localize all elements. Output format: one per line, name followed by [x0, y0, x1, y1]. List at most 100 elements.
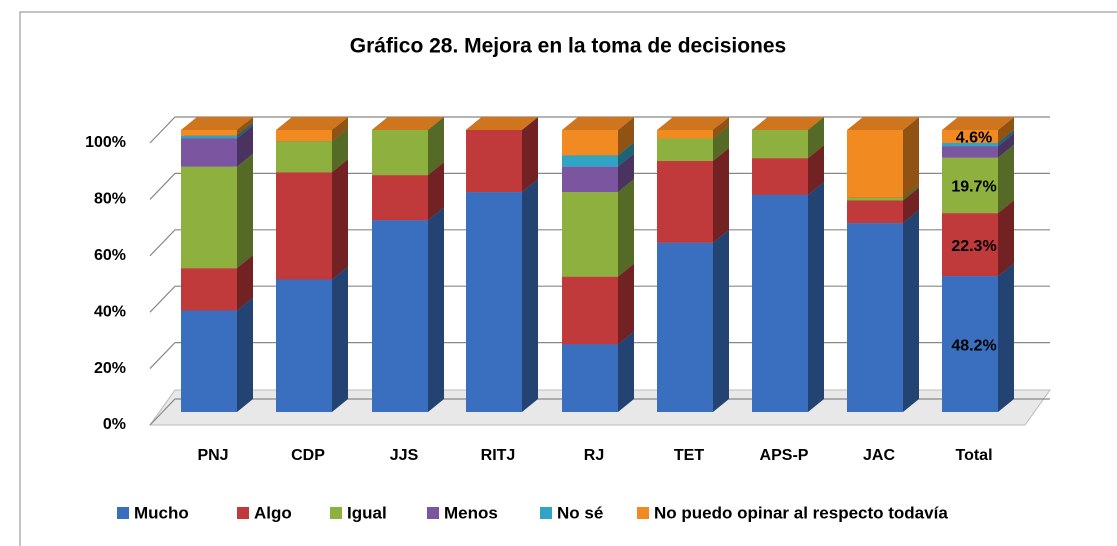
- x-tick-label: PNJ: [197, 447, 228, 464]
- bar: [752, 130, 808, 159]
- bar-side: [237, 153, 253, 269]
- legend-swatch: [330, 507, 342, 519]
- bar: [276, 130, 332, 142]
- bar-side: [618, 179, 634, 277]
- legend-swatch: [540, 507, 552, 519]
- y-tick-label: 80%: [94, 191, 126, 208]
- bar: [942, 142, 998, 147]
- y-tick-label: 0%: [103, 416, 126, 433]
- bar-side: [428, 207, 444, 412]
- y-tick-label: 20%: [94, 360, 126, 377]
- bar: [942, 130, 998, 143]
- bar-top: [562, 117, 634, 130]
- bar: [562, 130, 618, 156]
- bar: [181, 268, 237, 311]
- bar: [181, 138, 237, 167]
- bar-side: [618, 331, 634, 412]
- legend-label: No sé: [557, 503, 603, 522]
- y-tick-label: 60%: [94, 247, 126, 264]
- bar: [181, 135, 237, 139]
- bar-top: [657, 117, 729, 130]
- bar-top: [372, 117, 444, 130]
- bar-side: [618, 142, 634, 167]
- bar-side: [903, 210, 919, 412]
- bar: [181, 130, 237, 136]
- chart-title: Gráfico 28. Mejora en la toma de decisio…: [350, 35, 787, 58]
- bar: [847, 197, 903, 201]
- bar-side: [903, 117, 919, 198]
- x-tick-label: CDP: [291, 447, 325, 464]
- y-tick-label: 40%: [94, 303, 126, 320]
- bar: [372, 130, 428, 176]
- bar-side: [808, 181, 824, 412]
- bar: [276, 172, 332, 280]
- bar-side: [237, 117, 253, 136]
- x-tick-label: JAC: [863, 447, 895, 464]
- bar-top: [942, 117, 1014, 130]
- bar: [942, 276, 998, 412]
- bar-side: [237, 125, 253, 167]
- data-label: 19.7%: [951, 179, 996, 196]
- bar: [847, 223, 903, 412]
- x-tick-label: APS-P: [760, 447, 809, 464]
- data-label: 4.6%: [956, 130, 992, 147]
- x-tick-label: TET: [674, 447, 704, 464]
- bar-side: [808, 145, 824, 195]
- legend-swatch: [637, 507, 649, 519]
- legend-label: Igual: [347, 503, 387, 522]
- bar-side: [903, 187, 919, 224]
- legend-swatch: [117, 507, 129, 519]
- legend-label: Mucho: [134, 503, 189, 522]
- bar-side: [237, 297, 253, 412]
- bar: [752, 158, 808, 195]
- bar-top: [752, 117, 824, 130]
- bar: [942, 146, 998, 158]
- bar-side: [998, 263, 1014, 412]
- chart-border: [19, 11, 1117, 546]
- bar-side: [522, 117, 538, 193]
- bar: [847, 200, 903, 224]
- bar-side: [998, 129, 1014, 147]
- bar-side: [618, 153, 634, 193]
- bar-top: [847, 117, 919, 130]
- x-tick-label: JJS: [390, 447, 419, 464]
- bar: [657, 130, 713, 139]
- legend-swatch: [427, 507, 439, 519]
- bar-top: [466, 117, 538, 130]
- bar: [562, 192, 618, 277]
- bar: [942, 157, 998, 214]
- bar-side: [903, 184, 919, 201]
- bar-side: [998, 133, 1014, 158]
- data-label: 48.2%: [951, 337, 996, 354]
- bar: [372, 220, 428, 412]
- bar-side: [332, 266, 348, 412]
- bar: [276, 141, 332, 173]
- bar-side: [713, 229, 729, 412]
- bar: [942, 213, 998, 277]
- bar-side: [998, 200, 1014, 277]
- bar: [562, 155, 618, 167]
- bar-side: [428, 162, 444, 221]
- bar-side: [332, 128, 348, 173]
- bar: [372, 175, 428, 221]
- bar-side: [808, 117, 824, 159]
- bar-side: [998, 117, 1014, 143]
- bar: [657, 138, 713, 162]
- bar-side: [713, 117, 729, 139]
- bar-side: [998, 144, 1014, 214]
- bar-side: [332, 117, 348, 142]
- bar: [181, 310, 237, 412]
- bar: [562, 166, 618, 193]
- x-tick-label: RJ: [584, 447, 604, 464]
- bar-side: [618, 263, 634, 345]
- bar-side: [713, 125, 729, 162]
- bar-top: [276, 117, 348, 130]
- bar-side: [522, 179, 538, 412]
- bar: [657, 161, 713, 243]
- bar-side: [237, 122, 253, 139]
- bar-side: [237, 255, 253, 311]
- bar-top: [181, 117, 253, 130]
- bar: [562, 344, 618, 412]
- legend-label: Menos: [444, 503, 498, 522]
